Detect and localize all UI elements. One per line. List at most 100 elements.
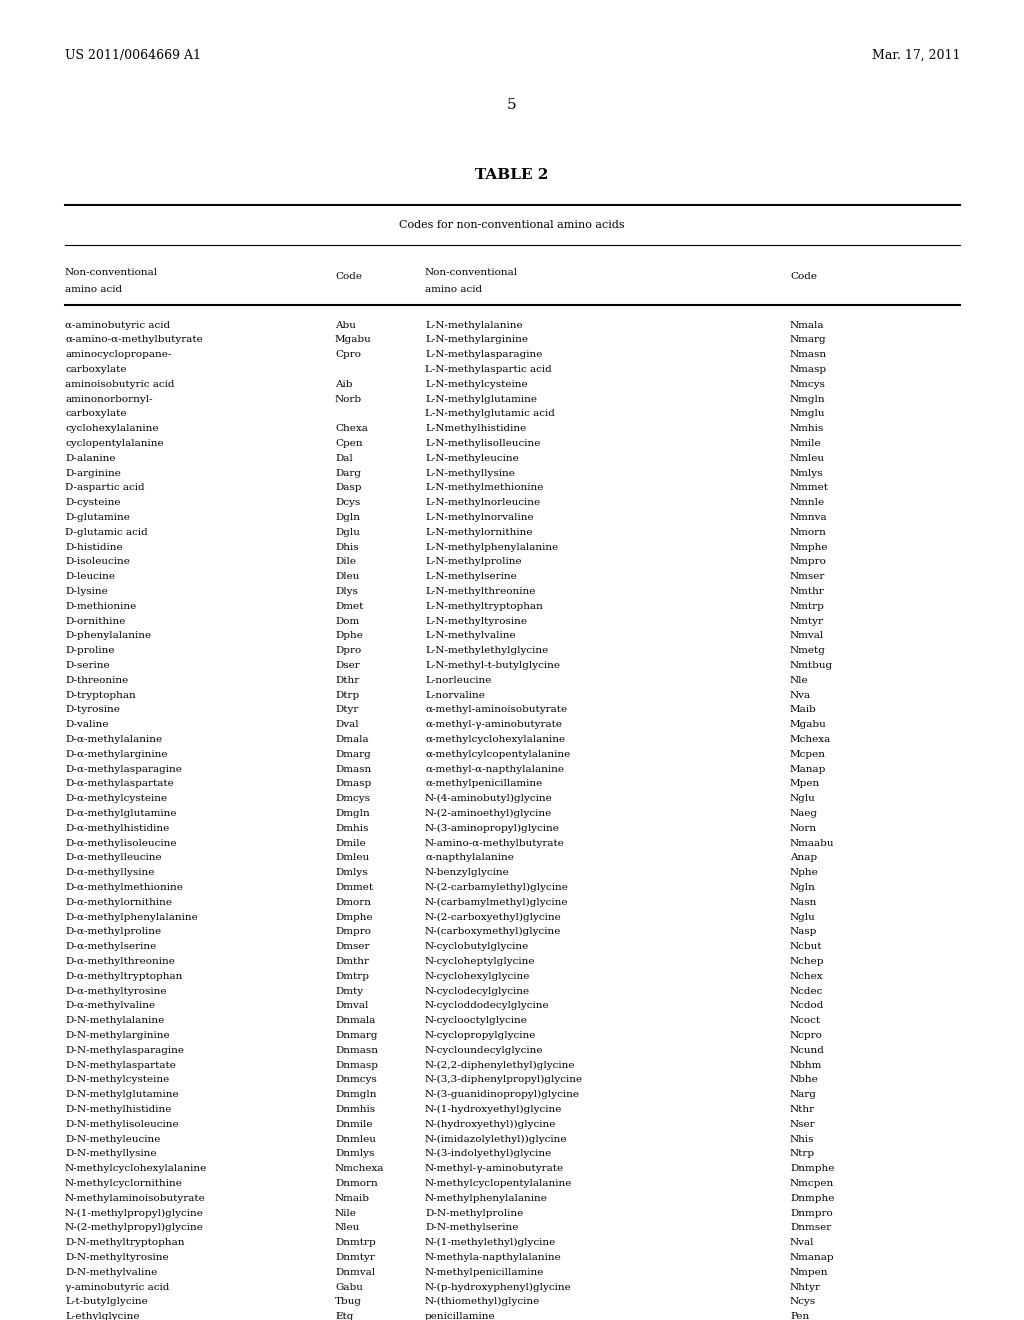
Text: Dmet: Dmet	[335, 602, 364, 611]
Text: D-valine: D-valine	[65, 721, 109, 729]
Text: N-benzylglycine: N-benzylglycine	[425, 869, 510, 876]
Text: D-alanine: D-alanine	[65, 454, 116, 463]
Text: N-(imidazolylethyl))glycine: N-(imidazolylethyl))glycine	[425, 1134, 567, 1143]
Text: Dmmet: Dmmet	[335, 883, 373, 892]
Text: Dval: Dval	[335, 721, 358, 729]
Text: α-methylcylcopentylalanine: α-methylcylcopentylalanine	[425, 750, 570, 759]
Text: L-N-methylglutamine: L-N-methylglutamine	[425, 395, 537, 404]
Text: L-N-methylthreonine: L-N-methylthreonine	[425, 587, 536, 595]
Text: Dmarg: Dmarg	[335, 750, 371, 759]
Text: Nmpro: Nmpro	[790, 557, 826, 566]
Text: N-methylpenicillamine: N-methylpenicillamine	[425, 1267, 545, 1276]
Text: D-N-methyllysine: D-N-methyllysine	[65, 1150, 157, 1159]
Text: Nmchexa: Nmchexa	[335, 1164, 384, 1173]
Text: D-α-methylserine: D-α-methylserine	[65, 942, 157, 952]
Text: Dmleu: Dmleu	[335, 853, 369, 862]
Text: Dmhis: Dmhis	[335, 824, 369, 833]
Text: α-amino-α-methylbutyrate: α-amino-α-methylbutyrate	[65, 335, 203, 345]
Text: D-N-methylisoleucine: D-N-methylisoleucine	[65, 1119, 178, 1129]
Text: D-ornithine: D-ornithine	[65, 616, 125, 626]
Text: D-N-methylglutamine: D-N-methylglutamine	[65, 1090, 178, 1100]
Text: Abu: Abu	[335, 321, 356, 330]
Text: L-N-methylornithine: L-N-methylornithine	[425, 528, 532, 537]
Text: D-α-methylleucine: D-α-methylleucine	[65, 853, 162, 862]
Text: Dmval: Dmval	[335, 1002, 369, 1010]
Text: Code: Code	[790, 272, 817, 281]
Text: Nglu: Nglu	[790, 795, 816, 803]
Text: N-(thiomethyl)glycine: N-(thiomethyl)glycine	[425, 1298, 541, 1307]
Text: Nmlys: Nmlys	[790, 469, 823, 478]
Text: Dmasp: Dmasp	[335, 779, 372, 788]
Text: Ncdod: Ncdod	[790, 1002, 824, 1010]
Text: N-(2-methylpropyl)glycine: N-(2-methylpropyl)glycine	[65, 1224, 204, 1233]
Text: Nmpen: Nmpen	[790, 1267, 828, 1276]
Text: α-methylcyclohexylalanine: α-methylcyclohexylalanine	[425, 735, 565, 744]
Text: Dnmcys: Dnmcys	[335, 1076, 377, 1084]
Text: Nmasp: Nmasp	[790, 364, 827, 374]
Text: D-α-methylornithine: D-α-methylornithine	[65, 898, 172, 907]
Text: Dile: Dile	[335, 557, 356, 566]
Text: L-N-methylasparagine: L-N-methylasparagine	[425, 350, 543, 359]
Text: N-(3-guanidinopropyl)glycine: N-(3-guanidinopropyl)glycine	[425, 1090, 580, 1100]
Text: N-cyclodecylglycine: N-cyclodecylglycine	[425, 986, 530, 995]
Text: Dmtrp: Dmtrp	[335, 972, 369, 981]
Text: Mpen: Mpen	[790, 779, 820, 788]
Text: Nmhis: Nmhis	[790, 424, 824, 433]
Text: D-α-methylalanine: D-α-methylalanine	[65, 735, 162, 744]
Text: Mcpen: Mcpen	[790, 750, 826, 759]
Text: N-(2-aminoethyl)glycine: N-(2-aminoethyl)glycine	[425, 809, 552, 818]
Text: Nglu: Nglu	[790, 912, 816, 921]
Text: D-α-methylisoleucine: D-α-methylisoleucine	[65, 838, 176, 847]
Text: Dnmser: Dnmser	[790, 1224, 831, 1233]
Text: N-methyla-napthylalanine: N-methyla-napthylalanine	[425, 1253, 562, 1262]
Text: N-methylaminoisobutyrate: N-methylaminoisobutyrate	[65, 1193, 206, 1203]
Text: N-cyclobutylglycine: N-cyclobutylglycine	[425, 942, 529, 952]
Text: Anap: Anap	[790, 853, 817, 862]
Text: 5: 5	[507, 98, 517, 112]
Text: Dnmtyr: Dnmtyr	[335, 1253, 375, 1262]
Text: Codes for non-conventional amino acids: Codes for non-conventional amino acids	[399, 220, 625, 230]
Text: D-cysteine: D-cysteine	[65, 498, 121, 507]
Text: D-α-methylasparagine: D-α-methylasparagine	[65, 764, 182, 774]
Text: D-N-methylasparagine: D-N-methylasparagine	[65, 1045, 184, 1055]
Text: Nasp: Nasp	[790, 928, 817, 936]
Text: amino acid: amino acid	[65, 285, 122, 294]
Text: Ncys: Ncys	[790, 1298, 816, 1307]
Text: Dgln: Dgln	[335, 513, 360, 521]
Text: N-(3-aminopropyl)glycine: N-(3-aminopropyl)glycine	[425, 824, 560, 833]
Text: D-α-methylarginine: D-α-methylarginine	[65, 750, 168, 759]
Text: N-methylphenylalanine: N-methylphenylalanine	[425, 1193, 548, 1203]
Text: Nmtyr: Nmtyr	[790, 616, 824, 626]
Text: L-N-methyl-t-butylglycine: L-N-methyl-t-butylglycine	[425, 661, 560, 671]
Text: D-N-methylproline: D-N-methylproline	[425, 1209, 523, 1217]
Text: Ncdec: Ncdec	[790, 986, 823, 995]
Text: Dnmile: Dnmile	[335, 1119, 373, 1129]
Text: Dmty: Dmty	[335, 986, 364, 995]
Text: α-napthylalanine: α-napthylalanine	[425, 853, 514, 862]
Text: Ncpro: Ncpro	[790, 1031, 823, 1040]
Text: Dnmhis: Dnmhis	[335, 1105, 375, 1114]
Text: α-methylpenicillamine: α-methylpenicillamine	[425, 779, 543, 788]
Text: L-N-methylarginine: L-N-methylarginine	[425, 335, 528, 345]
Text: Dlys: Dlys	[335, 587, 357, 595]
Text: Nmanap: Nmanap	[790, 1253, 835, 1262]
Text: D-α-methylphenylalanine: D-α-methylphenylalanine	[65, 912, 198, 921]
Text: N-cycloheptylglycine: N-cycloheptylglycine	[425, 957, 536, 966]
Text: Dmasn: Dmasn	[335, 764, 372, 774]
Text: Nhis: Nhis	[790, 1134, 814, 1143]
Text: Nmser: Nmser	[790, 572, 825, 581]
Text: D-N-methylhistidine: D-N-methylhistidine	[65, 1105, 171, 1114]
Text: Ngln: Ngln	[790, 883, 816, 892]
Text: D-serine: D-serine	[65, 661, 110, 671]
Text: Nhtyr: Nhtyr	[790, 1283, 821, 1291]
Text: γ-aminobutyric acid: γ-aminobutyric acid	[65, 1283, 169, 1291]
Text: Nleu: Nleu	[335, 1224, 360, 1233]
Text: Dhis: Dhis	[335, 543, 358, 552]
Text: Dnmleu: Dnmleu	[335, 1134, 376, 1143]
Text: L-N-methyltryptophan: L-N-methyltryptophan	[425, 602, 543, 611]
Text: Nphe: Nphe	[790, 869, 819, 876]
Text: D-α-methylvaline: D-α-methylvaline	[65, 1002, 155, 1010]
Text: Dnmtrp: Dnmtrp	[335, 1238, 376, 1247]
Text: Mar. 17, 2011: Mar. 17, 2011	[871, 49, 961, 62]
Text: D-N-methylaspartate: D-N-methylaspartate	[65, 1060, 176, 1069]
